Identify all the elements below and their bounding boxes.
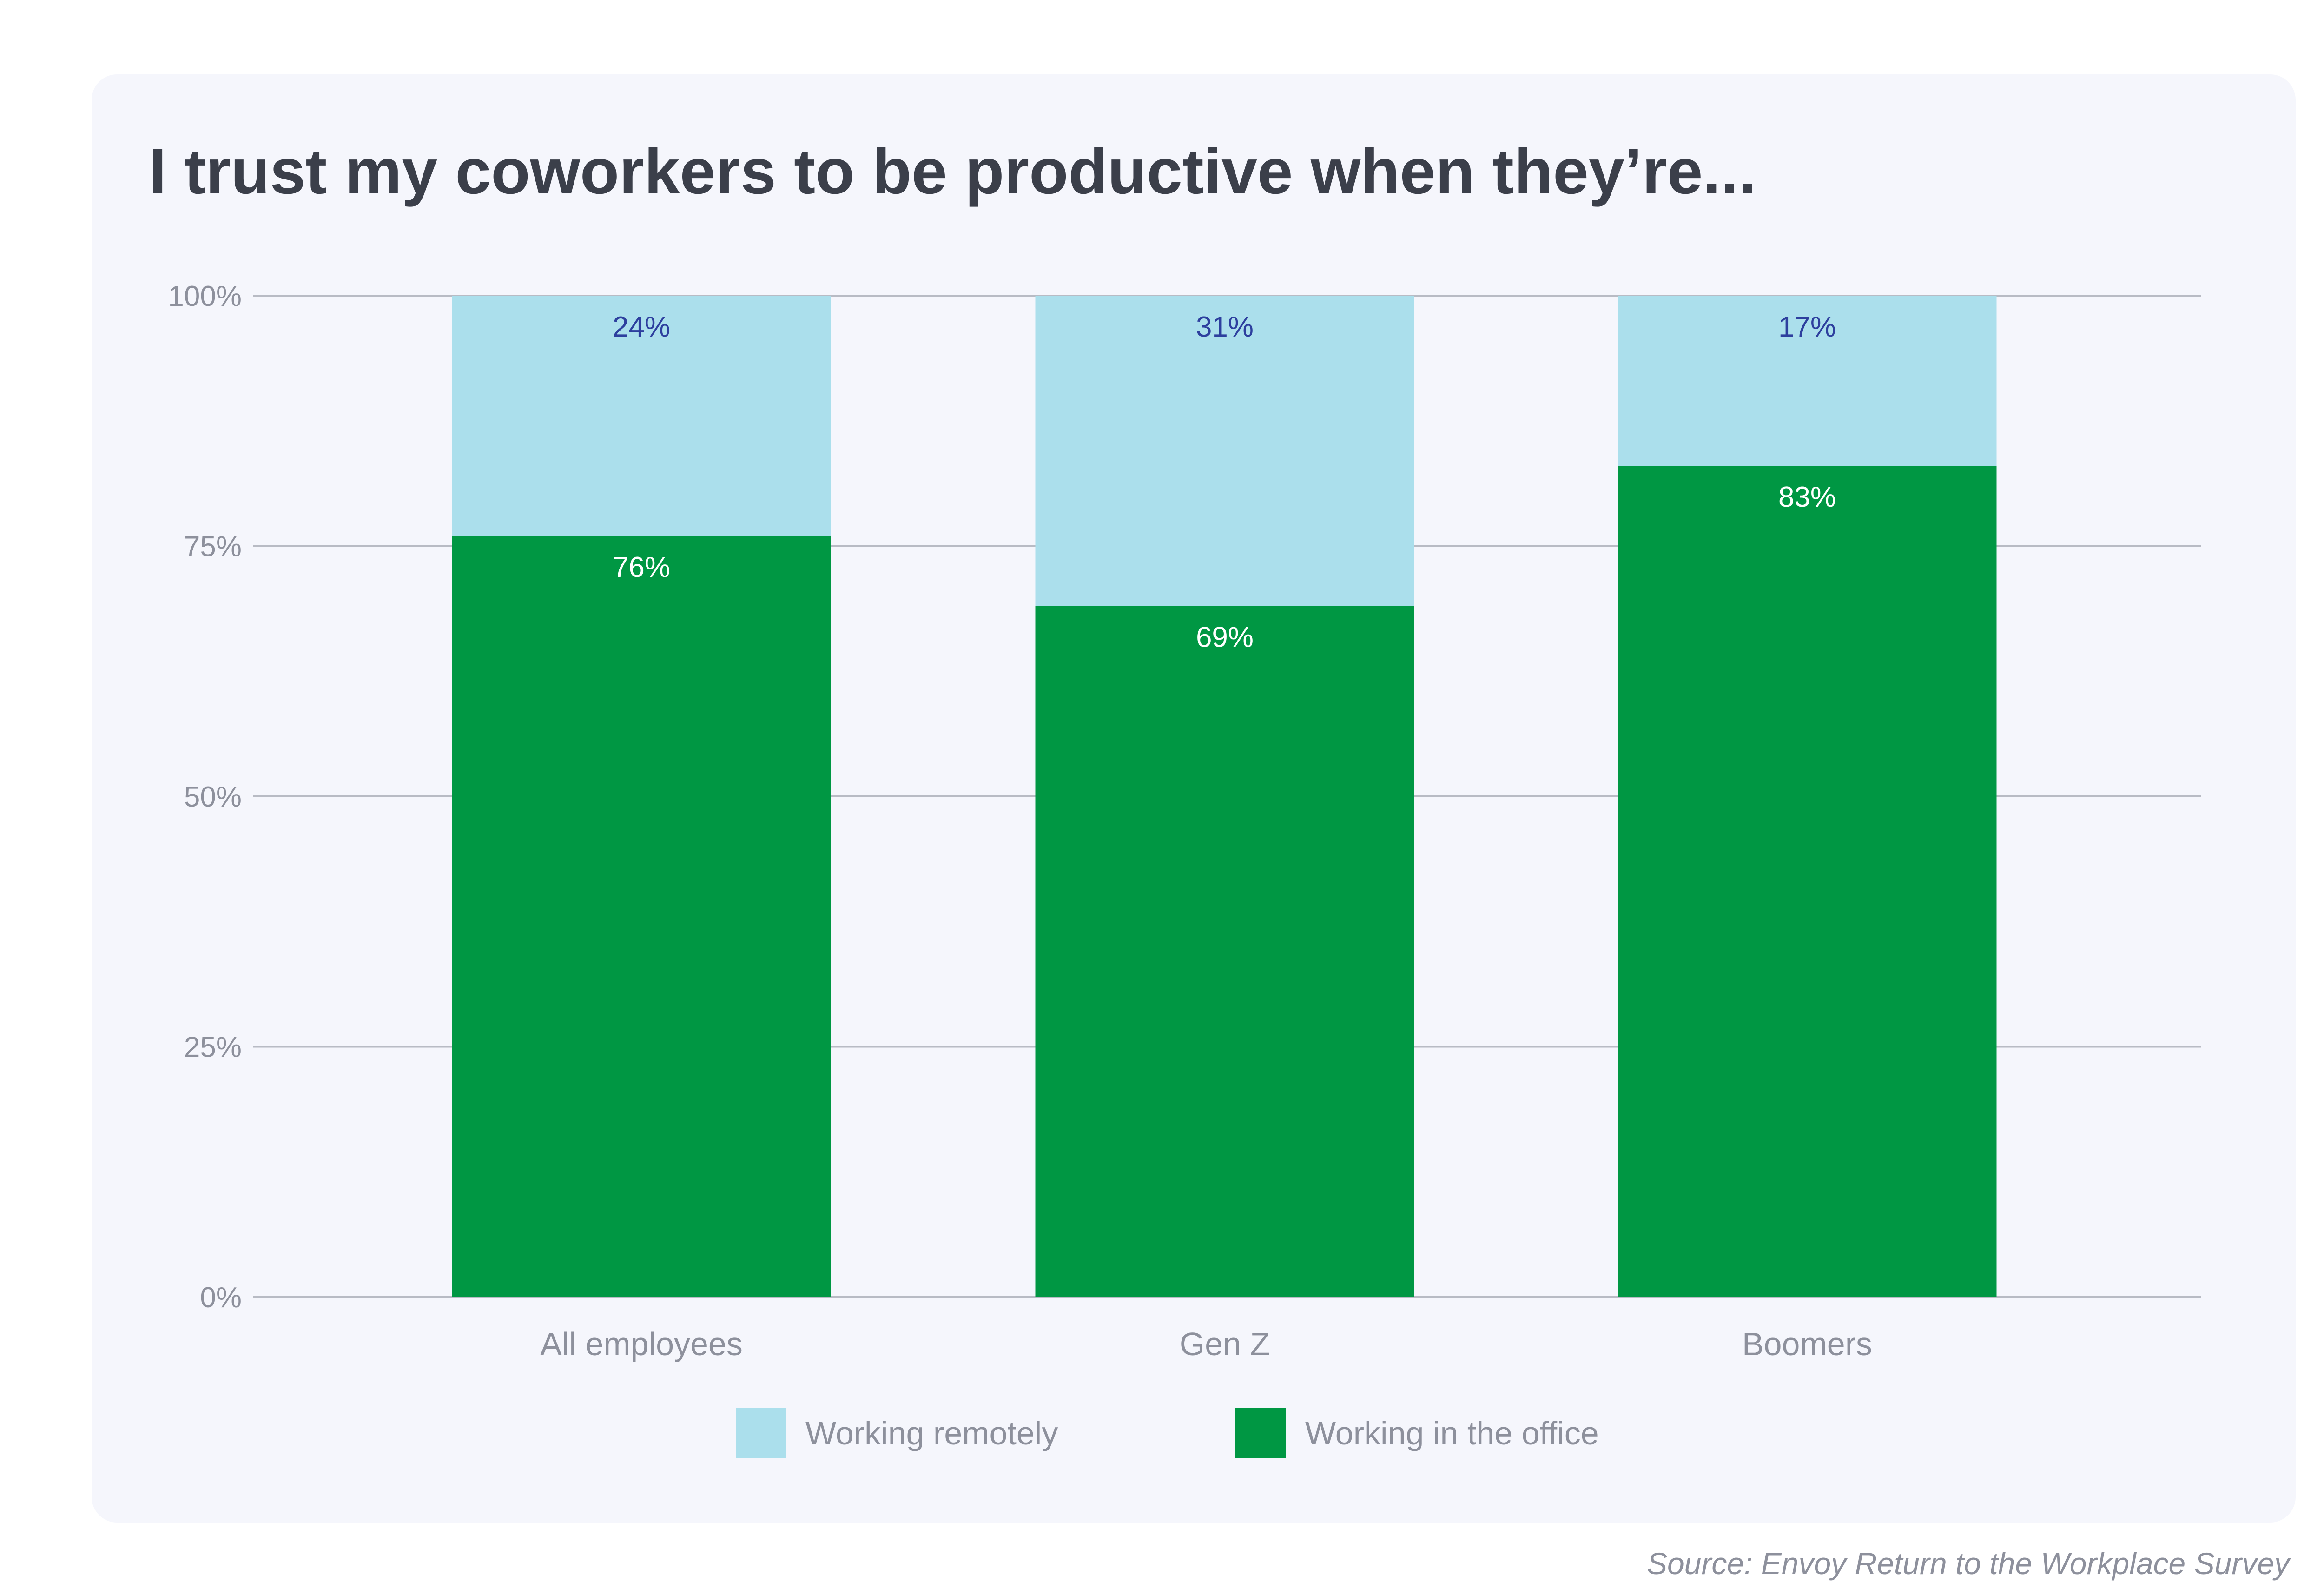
data-label-gen-z-working-in-the-office: 69% xyxy=(1196,622,1254,654)
x-tick-label-gen-z: Gen Z xyxy=(1180,1326,1270,1362)
legend-item-working-in-office: Working in the office xyxy=(1235,1408,1599,1459)
data-labels: 76% 24% 69% 31% 83% 17% xyxy=(613,311,1836,654)
legend-label-office: Working in the office xyxy=(1305,1415,1599,1451)
data-label-boomers-working-remotely: 17% xyxy=(1778,311,1836,343)
data-label-boomers-working-in-the-office: 83% xyxy=(1778,481,1836,513)
bar-boomers-working-in-the-office xyxy=(1618,466,1997,1298)
data-label-all-employees-working-remotely: 24% xyxy=(613,311,670,343)
legend-swatch-remote xyxy=(736,1408,786,1458)
bar-boomers-working-remotely xyxy=(1618,296,1997,466)
legend-item-working-remotely: Working remotely xyxy=(736,1408,1058,1459)
bar-all-employees-working-remotely xyxy=(452,296,831,536)
y-tick-label: 25% xyxy=(184,1032,242,1064)
data-label-gen-z-working-remotely: 31% xyxy=(1196,311,1254,343)
y-tick-label: 0% xyxy=(200,1282,242,1314)
bar-gen-z-working-remotely xyxy=(1035,296,1414,606)
y-tick-label: 75% xyxy=(184,531,242,563)
y-tick-label: 50% xyxy=(184,781,242,813)
chart-title: I trust my coworkers to be productive wh… xyxy=(149,136,1756,207)
x-tick-label-all-employees: All employees xyxy=(540,1326,743,1362)
legend-swatch-office xyxy=(1235,1408,1286,1458)
y-tick-label: 100% xyxy=(168,280,242,312)
bar-gen-z-working-in-the-office xyxy=(1035,606,1414,1297)
data-label-all-employees-working-in-the-office: 76% xyxy=(613,551,670,583)
legend: Working remotely Working in the office xyxy=(0,1408,2324,1459)
bars xyxy=(452,296,1997,1298)
y-axis-ticks: 0% 25% 50% 75% 100% xyxy=(168,280,242,1314)
x-axis-labels: All employees Gen Z Boomers xyxy=(540,1326,1872,1362)
source-note: Source: Envoy Return to the Workplace Su… xyxy=(1647,1546,2290,1581)
bar-all-employees-working-in-the-office xyxy=(452,536,831,1297)
x-tick-label-boomers: Boomers xyxy=(1742,1326,1872,1362)
legend-label-remote: Working remotely xyxy=(805,1415,1058,1451)
